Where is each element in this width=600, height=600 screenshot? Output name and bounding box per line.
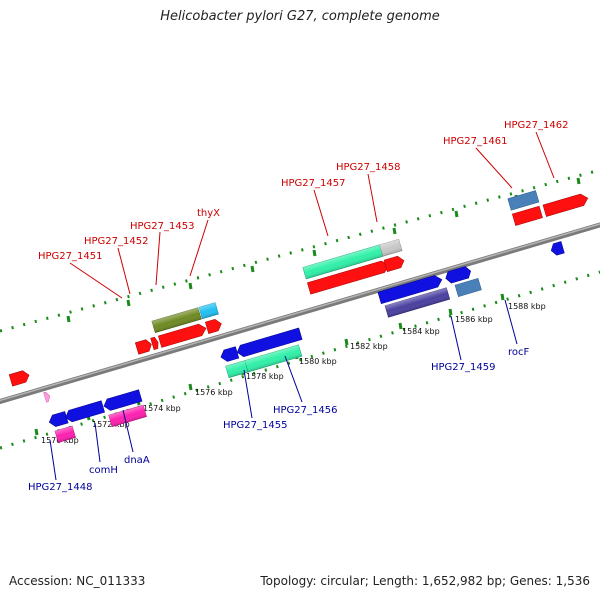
gene-arrow-blue[interactable]	[219, 346, 240, 363]
gene-arrow-blue[interactable]	[549, 241, 565, 256]
backbone-line	[0, 222, 600, 405]
gene-arrow-blue[interactable]	[444, 265, 472, 284]
map-title: Helicobacter pylori G27, complete genome	[160, 9, 440, 24]
ruler-label: 1580 kbp	[299, 357, 337, 366]
gene-arrow-red[interactable]	[150, 336, 160, 351]
gene-label-top[interactable]: thyX	[197, 208, 220, 219]
gene-label-bottom[interactable]: HPG27_1455	[223, 420, 287, 431]
gene-cyan[interactable]	[198, 302, 219, 320]
ruler-label: 1588 kbp	[508, 302, 546, 311]
gene-label-top[interactable]: HPG27_1458	[336, 162, 400, 173]
gene-label-top[interactable]: HPG27_1452	[84, 236, 148, 247]
ruler-label: 1586 kbp	[455, 315, 493, 324]
gene-arrow-red[interactable]	[204, 318, 223, 334]
gene-label-top[interactable]: HPG27_1453	[130, 221, 194, 232]
top-tick-track	[0, 168, 600, 333]
gene-arrow-red[interactable]	[511, 205, 543, 226]
bottom-label-leaders	[49, 299, 518, 481]
gene-arrow-blue[interactable]	[48, 411, 69, 428]
bottom-gene-labels: HPG27_1448 comH dnaA HPG27_1455 HPG27_14…	[28, 347, 530, 493]
top-label-leaders	[69, 131, 555, 299]
ruler-label: 1582 kbp	[350, 342, 388, 351]
gene-label-bottom[interactable]: HPG27_1459	[431, 362, 495, 373]
gene-label-top[interactable]: HPG27_1457	[281, 178, 345, 189]
gene-steelblue[interactable]	[507, 190, 540, 211]
gene-arrow-blue[interactable]	[64, 400, 105, 424]
gene-label-top[interactable]: HPG27_1461	[443, 136, 507, 147]
gene-grey[interactable]	[379, 238, 403, 257]
gene-label-bottom[interactable]: dnaA	[124, 455, 150, 466]
gene-label-top[interactable]: HPG27_1462	[504, 120, 568, 131]
ruler-label: 1584 kbp	[402, 327, 440, 336]
gene-arrow-pink[interactable]	[43, 391, 52, 403]
gene-label-bottom[interactable]: HPG27_1448	[28, 482, 92, 493]
accession-text: Accession: NC_011333	[9, 574, 146, 588]
gene-arrow-red[interactable]	[134, 339, 153, 355]
ruler-label: 1576 kbp	[195, 388, 233, 397]
forward-strand-genes	[8, 190, 590, 387]
top-gene-labels: HPG27_1451 HPG27_1452 HPG27_1453 thyX HP…	[38, 120, 568, 262]
gene-arrow-red[interactable]	[8, 369, 31, 387]
gene-label-bottom[interactable]: HPG27_1456	[273, 405, 337, 416]
ruler-label: 1578 kbp	[246, 372, 284, 381]
gene-label-top[interactable]: HPG27_1451	[38, 251, 102, 262]
backbone-highlight	[0, 223, 600, 402]
top-major-ticks	[66, 177, 581, 323]
gene-label-bottom[interactable]: rocF	[508, 347, 530, 358]
gene-arrow-red[interactable]	[383, 255, 406, 272]
ruler-label: 1574 kbp	[143, 404, 181, 413]
gene-steelblue[interactable]	[454, 278, 482, 297]
gene-arrow-red[interactable]	[542, 192, 590, 217]
gene-label-bottom[interactable]: comH	[89, 465, 118, 476]
topology-text: Topology: circular; Length: 1,652,982 bp…	[260, 574, 590, 588]
